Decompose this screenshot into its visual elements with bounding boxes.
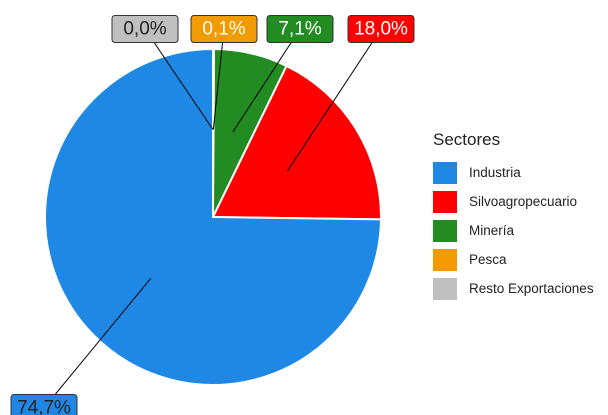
leader-line	[212, 28, 225, 130]
legend-label: Pesca	[469, 252, 507, 267]
slice-label: 74,7%	[10, 394, 78, 415]
slice-label: 18,0%	[347, 15, 415, 43]
label-leader-lines	[43, 28, 382, 409]
slice-label-text: 0,1%	[202, 19, 245, 40]
legend-item: Industria	[433, 158, 594, 187]
pie-slice-industria	[44, 47, 382, 386]
pie-slices	[44, 47, 382, 386]
leader-line	[43, 277, 152, 409]
slice-label-text: 0,0%	[123, 19, 166, 40]
legend-swatch	[433, 190, 457, 213]
slice-label-text: 74,7%	[17, 398, 71, 415]
legend-title: Sectores	[433, 130, 501, 149]
slice-label: 0,0%	[111, 15, 179, 43]
legend-swatch	[433, 161, 457, 184]
legend-swatch	[433, 219, 457, 242]
legend-swatch	[433, 277, 457, 300]
slice-label-box	[347, 15, 415, 43]
legend-item: Pesca	[433, 245, 594, 274]
legend-label: Industria	[469, 165, 521, 180]
legend: Sectores Industria Silvoagropecuario Miner…	[433, 130, 594, 303]
slice-label-box	[190, 15, 258, 43]
legend-label: Minería	[469, 223, 515, 238]
leader-line	[286, 28, 382, 172]
legend-item: Minería	[433, 216, 594, 245]
slice-label: 7,1%	[266, 15, 334, 43]
slice-labels: 0,0% 0,1% 7,1% 18,0% 74,7%	[10, 15, 415, 415]
legend-label: Resto Exportaciones	[469, 281, 594, 296]
leader-line	[144, 28, 214, 130]
leader-line	[232, 28, 301, 133]
legend-items: Industria Silvoagropecuario Minería Pesca Re…	[433, 158, 594, 303]
legend-item: Silvoagropecuario	[433, 187, 594, 216]
slice-label-text: 7,1%	[278, 19, 321, 40]
legend-item: Resto Exportaciones	[433, 274, 594, 303]
slice-label-box	[111, 15, 179, 43]
legend-label: Silvoagropecuario	[469, 194, 578, 209]
legend-swatch	[433, 248, 457, 271]
slice-label-box	[266, 15, 334, 43]
slice-label-text: 18,0%	[354, 19, 408, 40]
pie-slice-silvoagropecuario	[211, 64, 382, 221]
slice-label: 0,1%	[190, 15, 258, 43]
slice-label-box	[10, 394, 78, 415]
